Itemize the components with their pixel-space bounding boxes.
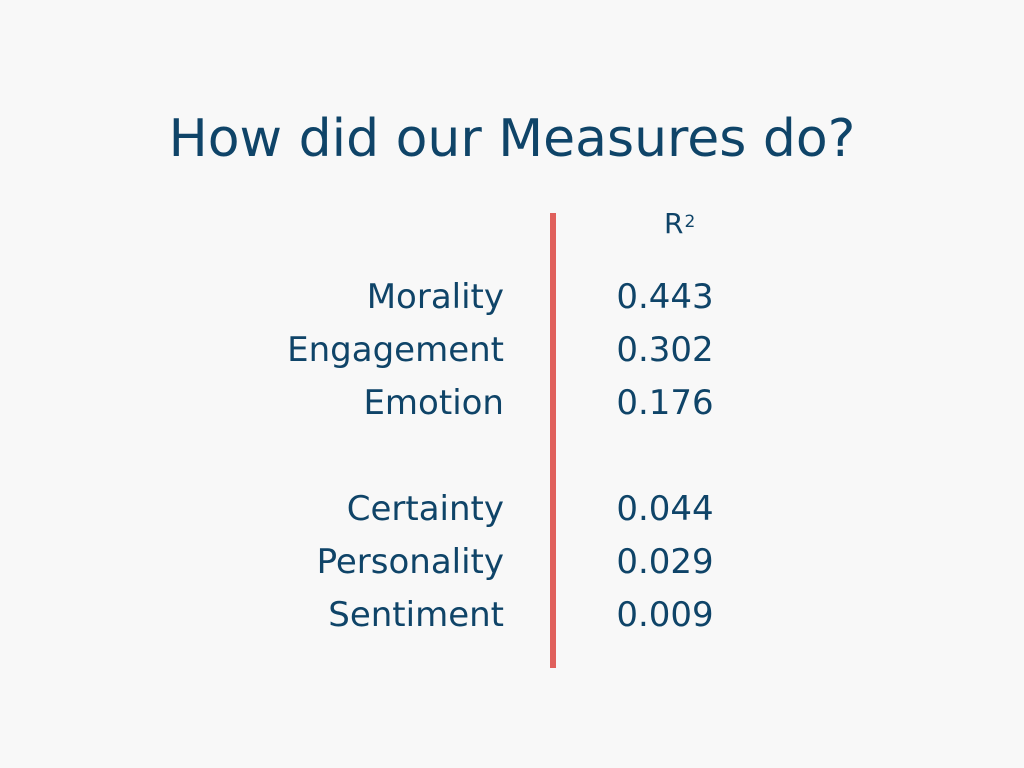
r-squared-superscript: 2	[684, 212, 696, 232]
row-label-sentiment: Sentiment	[328, 595, 504, 635]
r-squared-header: R2	[664, 206, 695, 242]
row-value-emotion: 0.176	[616, 383, 714, 423]
row-label-morality: Morality	[366, 277, 504, 317]
row-label-engagement: Engagement	[287, 330, 504, 370]
slide-title: How did our Measures do?	[168, 109, 856, 169]
row-value-personality: 0.029	[616, 542, 714, 582]
row-label-personality: Personality	[316, 542, 504, 582]
row-value-morality: 0.443	[616, 277, 714, 317]
row-value-sentiment: 0.009	[616, 595, 714, 635]
column-divider	[550, 213, 556, 668]
row-value-engagement: 0.302	[616, 330, 714, 370]
row-value-certainty: 0.044	[616, 489, 714, 529]
row-label-certainty: Certainty	[346, 489, 504, 529]
row-label-emotion: Emotion	[363, 383, 504, 423]
r-squared-base: R	[664, 207, 684, 240]
